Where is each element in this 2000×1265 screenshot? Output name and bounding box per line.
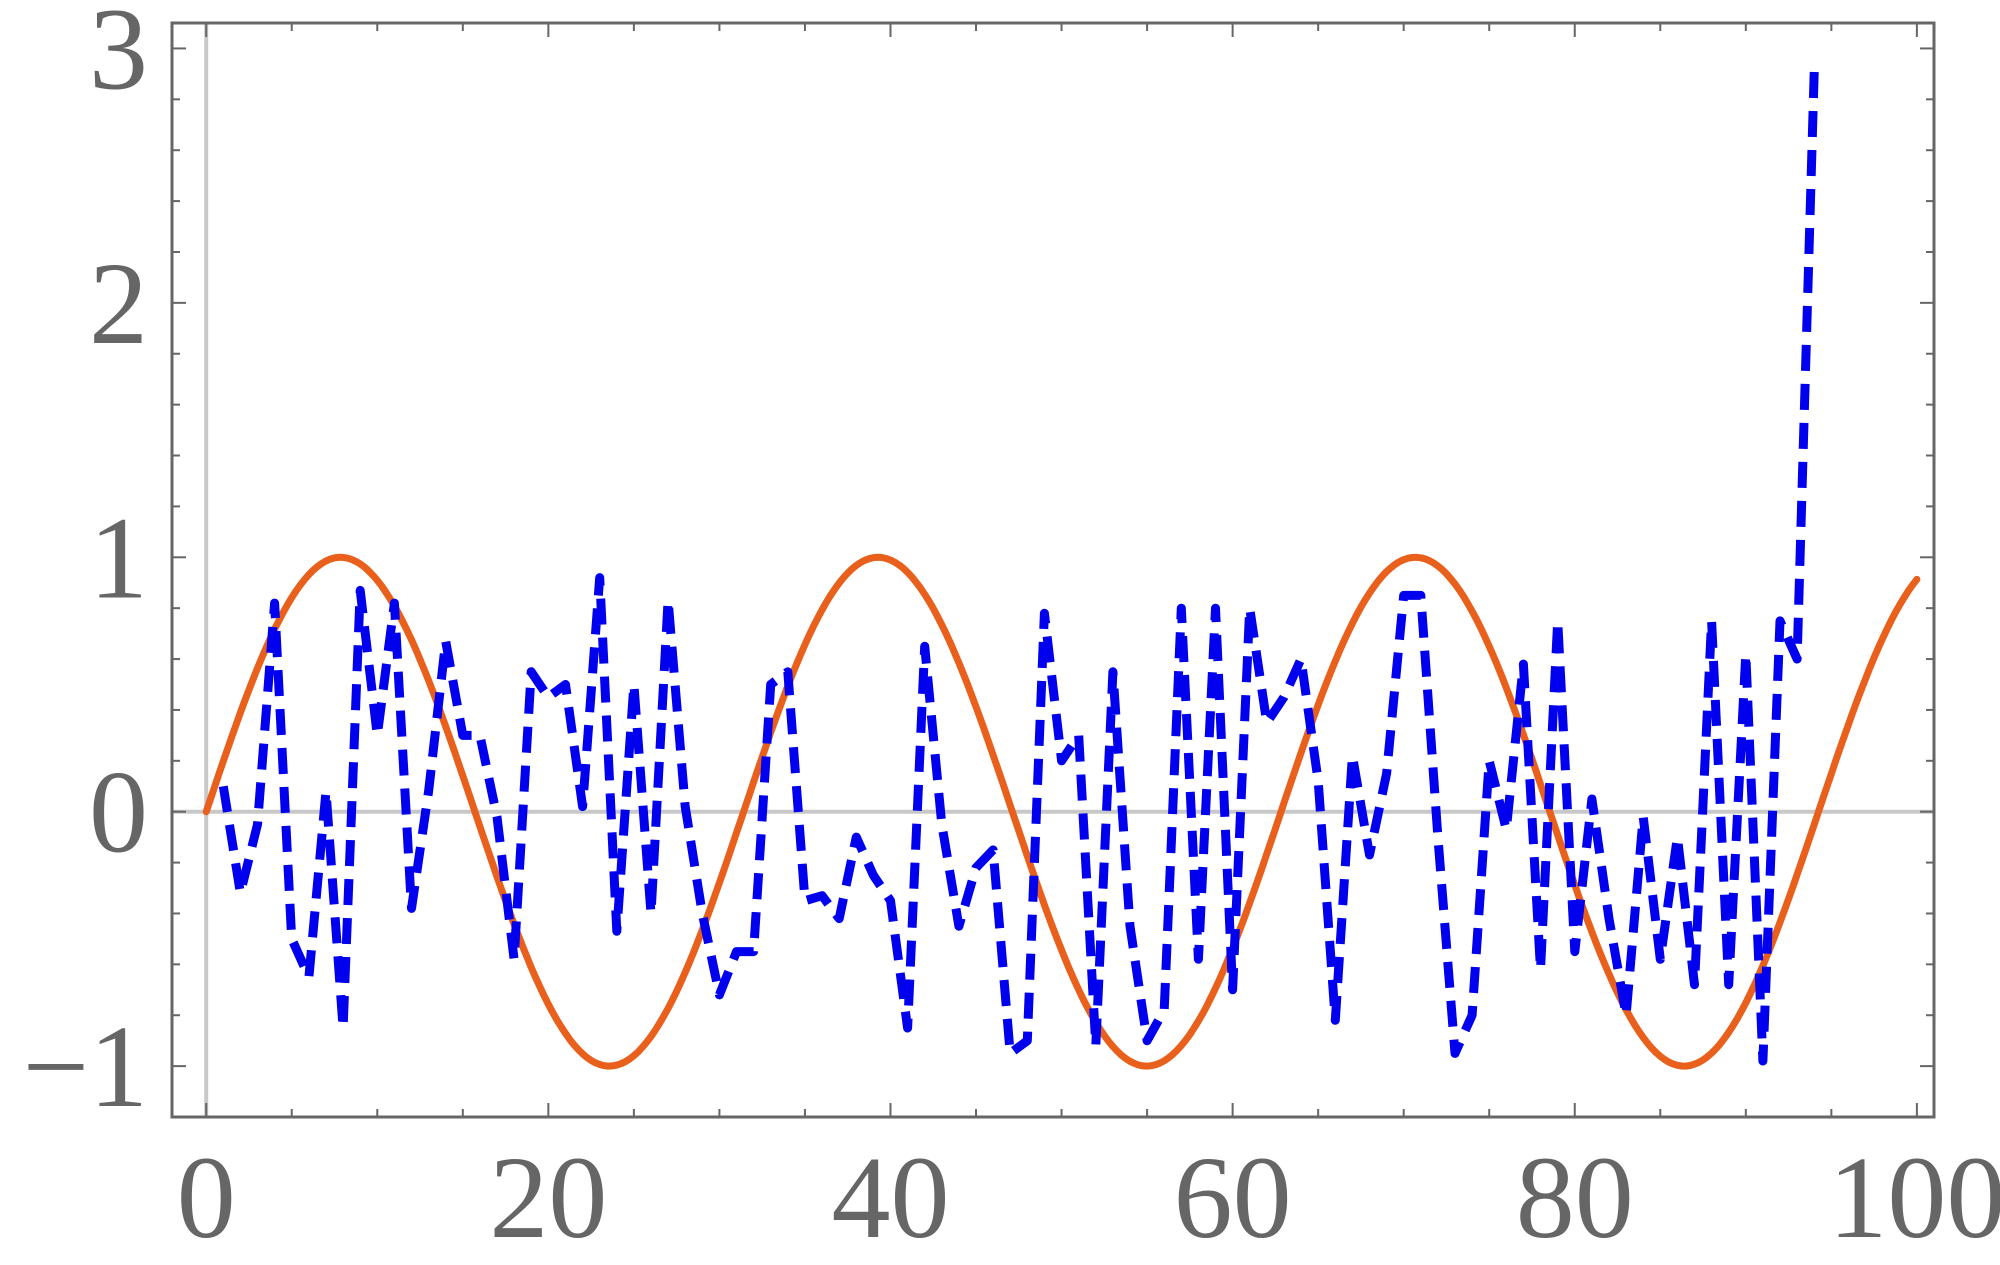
y-tick-label: 3 [89,0,148,114]
y-tick-label: 1 [89,492,148,623]
plot-frame [170,21,1936,1119]
y-tick-label: 0 [89,747,148,878]
sine-series-line [202,553,1921,1070]
x-tick-label: 20 [489,1132,607,1263]
axes-layer [170,21,1936,1119]
x-tick-label: 100 [1828,1132,2000,1263]
y-tick-label: −1 [22,1001,148,1132]
noisy-dashed-series-line [218,68,1819,1066]
x-tick-label: 60 [1174,1132,1292,1263]
x-tick-label: 80 [1516,1132,1634,1263]
x-tick-label: 40 [831,1132,949,1263]
x-tick-label: 0 [177,1132,236,1263]
ticks-layer [172,23,1934,1117]
y-tick-label: 2 [89,238,148,369]
series-layer [202,68,1921,1070]
